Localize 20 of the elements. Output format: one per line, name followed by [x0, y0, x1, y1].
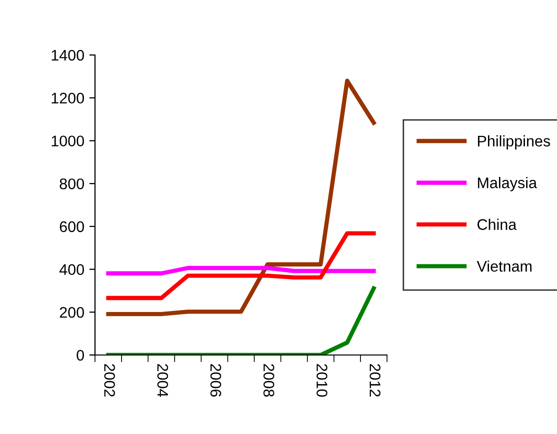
x-tick-label: 2002	[104, 364, 115, 397]
legend-label: Philippines	[478, 135, 550, 150]
y-tick-label: 1400	[52, 50, 84, 61]
y-tick-label: 200	[60, 307, 84, 318]
y-tick-label: 1200	[52, 92, 84, 104]
x-tick-label: 2006	[210, 364, 222, 397]
x-tick-label: 2012	[370, 364, 380, 397]
legend-label: China	[478, 218, 517, 230]
legend-label: Malaysia	[478, 177, 538, 192]
x-tick-label: 2004	[157, 364, 168, 397]
line-series	[106, 78, 376, 316]
legend-label: Vietnam	[476, 260, 532, 272]
y-tick-label: 600	[60, 221, 84, 232]
x-tick-label: 2010	[316, 364, 328, 397]
line-series	[106, 231, 376, 300]
y-tick-label: 400	[59, 264, 84, 275]
y-tick-label: 0	[76, 350, 84, 361]
y-tick-label: 800	[60, 178, 84, 190]
x-tick-label: 2008	[263, 364, 274, 397]
y-tick-label: 1000	[52, 136, 84, 146]
